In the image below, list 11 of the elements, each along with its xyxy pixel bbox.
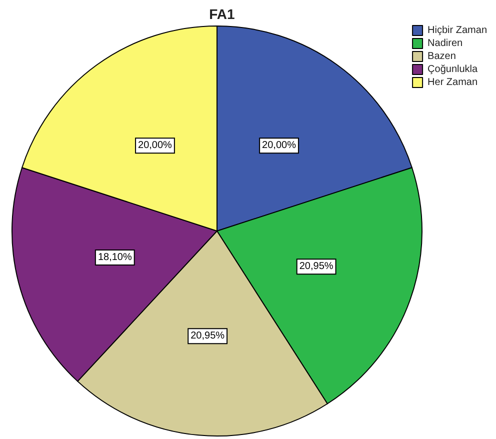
legend-label: Her Zaman — [428, 77, 478, 88]
data-label: 20,95% — [190, 330, 225, 342]
data-label: 18,10% — [98, 252, 132, 264]
data-label: 20,95% — [299, 261, 334, 272]
legend-label: Bazen — [428, 51, 456, 62]
legend-label: Hiçbir Zaman — [428, 25, 488, 36]
data-label: 20,00% — [138, 140, 172, 152]
chart-title: FA1 — [209, 6, 236, 22]
legend-label: Çoğunlukla — [428, 64, 478, 75]
legend-label: Nadiren — [428, 38, 463, 49]
data-label: 20,00% — [262, 140, 296, 152]
